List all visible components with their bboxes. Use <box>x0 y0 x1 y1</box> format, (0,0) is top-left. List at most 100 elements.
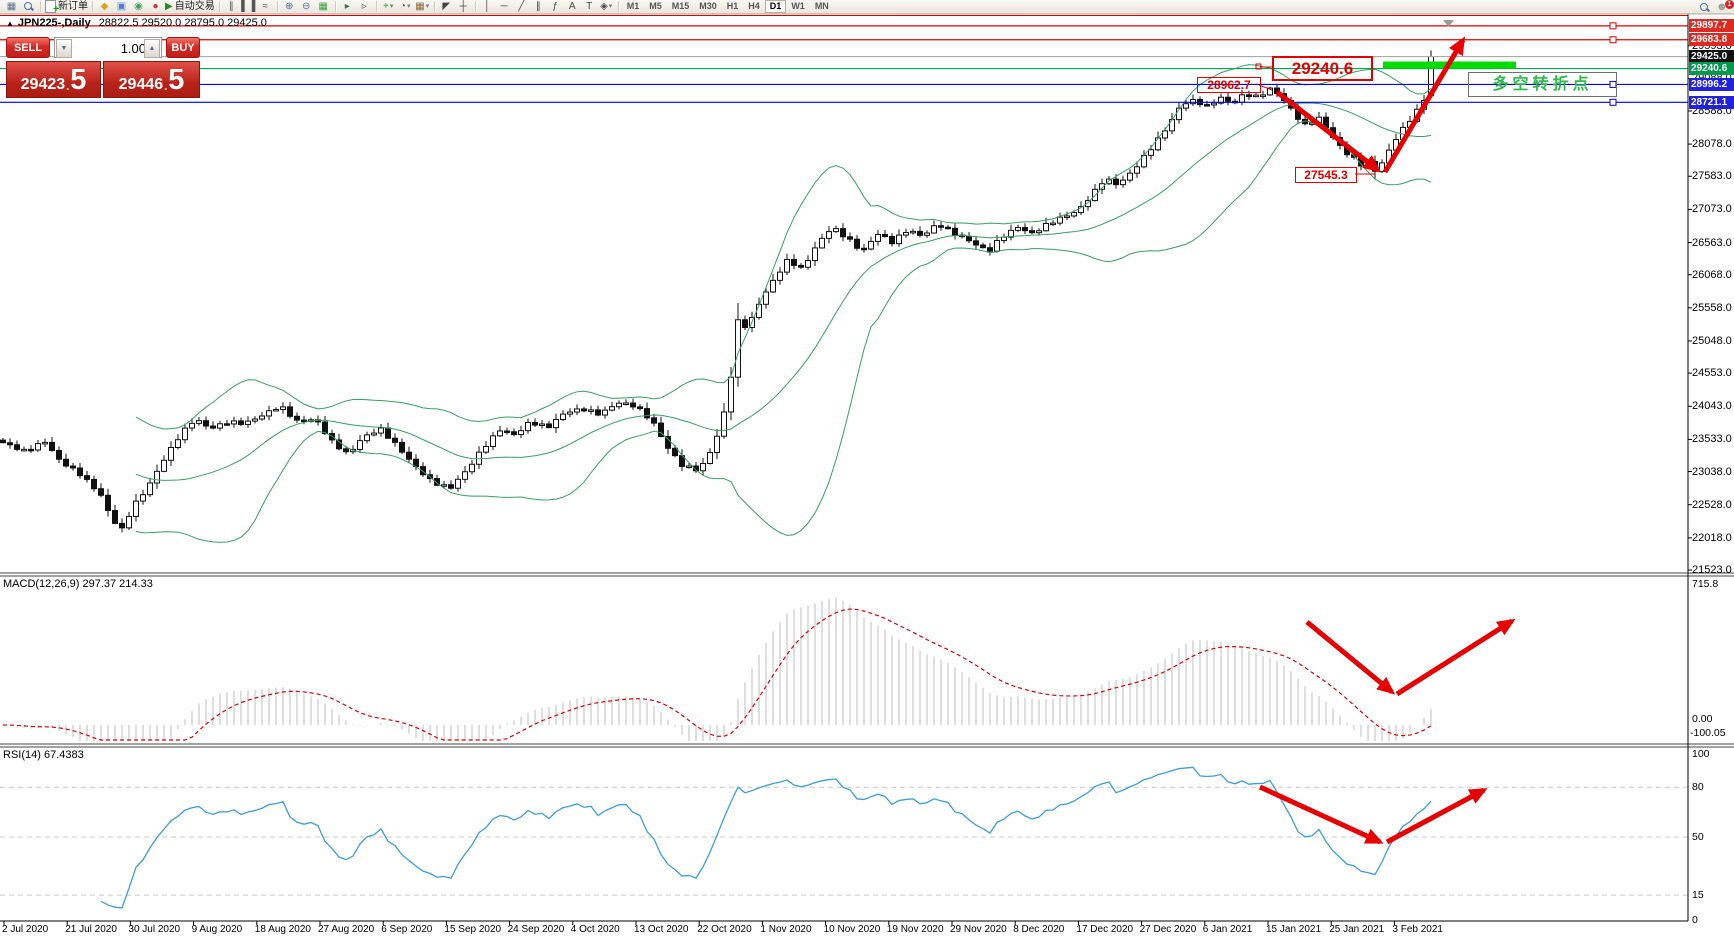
macd-scale-bottom: -100.05 <box>1690 727 1726 739</box>
price-tick: 26068.0 <box>1692 268 1732 281</box>
volume-decrease-button[interactable]: ▼ <box>56 39 72 58</box>
cursor-icon[interactable]: ◤ <box>442 1 451 12</box>
auto-scroll-icon[interactable]: ▸ <box>344 1 350 12</box>
buy-button[interactable]: BUY <box>166 37 200 58</box>
notification-badge: 1 <box>1725 0 1734 9</box>
date-label: 13 Oct 2020 <box>634 924 689 935</box>
toolbar-separator <box>40 1 41 12</box>
timeframe-w1[interactable]: W1 <box>791 1 805 11</box>
sell-price-panel[interactable]: 29423. 5 <box>6 61 101 98</box>
date-label: 24 Sep 2020 <box>507 924 565 935</box>
date-label: 29 Nov 2020 <box>950 924 1007 935</box>
fibonacci-icon[interactable]: ƒ <box>552 1 558 12</box>
volume-control: ▼ ▲ <box>54 37 162 59</box>
timeframe-h4[interactable]: H4 <box>748 1 760 11</box>
new-order-button[interactable]: + 新订单 <box>44 0 89 15</box>
toolbar-separator <box>218 1 220 12</box>
date-label: 4 Oct 2020 <box>570 924 620 935</box>
date-label: 8 Dec 2020 <box>1013 924 1065 935</box>
date-label: 27 Aug 2020 <box>318 924 375 935</box>
charts-grid-icon[interactable]: ▦ <box>6 1 17 12</box>
timeframe-m5[interactable]: M5 <box>649 1 662 11</box>
buy-price-fraction: 5 <box>168 64 185 96</box>
market-watch-icon[interactable]: ◆ <box>100 1 109 12</box>
toolbar-right: ☻ 1 <box>1699 0 1734 14</box>
ohlc-values: 28822.5 29520.0 28795.0 29425.0 <box>98 17 267 29</box>
rsi-scale-15: 15 <box>1692 889 1704 902</box>
periods-icon[interactable]: ◔ ▾ <box>399 1 411 12</box>
date-label: 21 Jul 2020 <box>65 924 117 935</box>
timeframe-h1[interactable]: H1 <box>726 1 739 11</box>
macd-scale-zero: 0.00 <box>1692 713 1713 725</box>
toolbar-separator <box>474 1 476 12</box>
volume-input[interactable] <box>72 38 148 59</box>
price-tick: 22528.0 <box>1692 498 1732 511</box>
price-tick: 27073.0 <box>1692 203 1732 216</box>
price-tick: 27583.0 <box>1692 170 1732 183</box>
vertical-line-icon[interactable]: │ <box>484 1 491 12</box>
date-label: 6 Jan 2021 <box>1202 924 1253 935</box>
horizontal-line-icon[interactable]: ─ <box>500 1 508 12</box>
timeframe-m30[interactable]: M30 <box>699 1 717 11</box>
sell-button[interactable]: SELL <box>6 37 50 58</box>
signals-icon[interactable]: ◉ <box>134 1 143 12</box>
channel-icon[interactable]: ∥ <box>535 1 541 12</box>
price-tick: 28078.0 <box>1692 138 1732 151</box>
price-tick: 24043.0 <box>1692 400 1732 413</box>
volume-increase-button[interactable]: ▲ <box>144 39 160 58</box>
date-label: 27 Dec 2020 <box>1139 924 1197 935</box>
macd-pane-label: MACD(12,26,9) 297.37 214.33 <box>3 578 153 590</box>
price-badge-29897.7: 29897.7 <box>1689 19 1734 33</box>
sell-price-fraction: 5 <box>70 64 87 96</box>
auto-trading-icon[interactable]: ▶ 自动交易 <box>165 1 215 12</box>
toolbar-separator <box>375 1 377 12</box>
turning-point-note: 多空转折点 <box>1468 72 1617 97</box>
price-badge-28721.1: 28721.1 <box>1689 95 1734 109</box>
templates-icon[interactable]: ▦ ▾ <box>415 1 430 12</box>
preview-icon[interactable] <box>20 0 37 13</box>
arrows-tool-icon[interactable]: ◈ ▾ <box>600 1 613 12</box>
zoom-out-icon[interactable]: ⊖ <box>302 1 311 12</box>
text-label-icon[interactable]: T <box>586 1 593 12</box>
macd-scale-top: 715.8 <box>1692 578 1719 590</box>
candlestick-icon[interactable]: ▌▐ <box>241 1 256 12</box>
date-label: 15 Sep 2020 <box>444 924 502 935</box>
date-label: 17 Dec 2020 <box>1076 924 1134 935</box>
rsi-scale-50: 50 <box>1692 831 1704 843</box>
search-icon[interactable] <box>1699 2 1711 13</box>
notifications-icon[interactable]: ☻ 1 <box>1716 0 1734 14</box>
timeframe-m1[interactable]: M1 <box>626 1 640 11</box>
timeframe-d1[interactable]: D1 <box>764 0 787 13</box>
one-click-trading-panel: SELL ▼ ▲ BUY 29423.5 29446.5 <box>6 37 200 98</box>
chart-shift-icon[interactable]: ▹ <box>361 1 367 12</box>
date-label: 6 Sep 2020 <box>381 924 433 935</box>
price-tick: 24553.0 <box>1692 367 1732 380</box>
timeframe-m15[interactable]: M15 <box>671 1 690 11</box>
price-badge-29683.8: 29683.8 <box>1689 33 1734 47</box>
date-label: 9 Aug 2020 <box>191 924 243 935</box>
toolbar-separator <box>617 1 619 12</box>
trendline-icon[interactable]: ╱ <box>518 1 525 12</box>
collapse-icon[interactable]: ▲ <box>6 19 14 28</box>
price-badge-28996.2: 28996.2 <box>1689 77 1734 91</box>
bar-chart-icon[interactable]: ∥ <box>228 1 234 12</box>
rsi-pane-label: RSI(14) 67.4383 <box>3 749 84 761</box>
timeframe-mn[interactable]: MN <box>814 1 829 11</box>
text-tool-icon[interactable]: A <box>568 1 576 12</box>
crosshair-icon[interactable]: ┼ <box>459 1 467 12</box>
line-chart-icon[interactable]: ≈ <box>262 1 268 12</box>
macd-values: 297.37 214.33 <box>82 578 153 590</box>
buy-price-panel[interactable]: 29446. 5 <box>103 61 200 98</box>
zoom-in-icon[interactable]: ⊕ <box>285 1 294 12</box>
data-window-icon[interactable]: ▣ <box>116 1 127 12</box>
price-tick: 22018.0 <box>1692 531 1732 544</box>
date-label: 10 Nov 2020 <box>823 924 881 935</box>
chart-header: ▲ JPN225-,Daily 28822.5 29520.0 28795.0 29… <box>6 17 267 29</box>
indicators-icon[interactable]: + ▾ <box>383 1 394 12</box>
price-tick: 21523.0 <box>1692 564 1732 576</box>
market-icon[interactable]: ● <box>152 1 159 12</box>
rsi-scale-0: 0 <box>1692 914 1698 926</box>
tile-windows-icon[interactable]: ▦ <box>318 1 328 12</box>
